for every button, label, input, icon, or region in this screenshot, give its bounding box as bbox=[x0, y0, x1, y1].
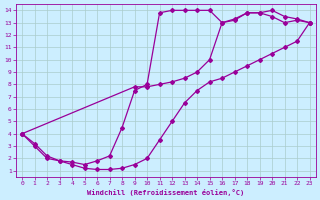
X-axis label: Windchill (Refroidissement éolien,°C): Windchill (Refroidissement éolien,°C) bbox=[87, 189, 244, 196]
